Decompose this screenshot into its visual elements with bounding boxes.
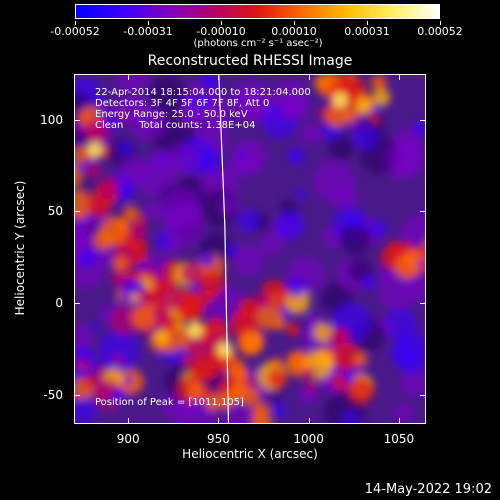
colorbar-tick [367, 21, 368, 25]
y-tick [74, 394, 80, 396]
x-tick [398, 418, 400, 424]
colorbar-tick-label: 0.00031 [344, 25, 390, 38]
colorbar-tick [294, 21, 295, 25]
y-axis-label: Heliocentric Y (arcsec) [13, 180, 27, 316]
y-tick-label: 50 [47, 204, 63, 219]
x-tick [308, 418, 310, 424]
y-tick [74, 303, 80, 305]
colorbar-tick-label: -0.00052 [50, 25, 100, 38]
y-tick-label: -50 [43, 387, 63, 402]
x-tick [128, 418, 130, 424]
y-tick [420, 303, 426, 305]
y-tick [74, 211, 80, 213]
x-tick [398, 74, 400, 80]
y-tick [420, 211, 426, 213]
colorbar-units: (photons cm⁻² s⁻¹ asec⁻²) [193, 38, 323, 49]
colorbar-tick [148, 21, 149, 25]
info-total-counts: Clean Total counts: 1.38E+04 [95, 120, 256, 131]
colorbar-tick [440, 21, 441, 25]
y-tick [420, 119, 426, 121]
y-tick [74, 119, 80, 121]
plot-title: Reconstructed RHESSI Image [147, 53, 353, 69]
colorbar-tick-label: 0.00052 [417, 25, 463, 38]
info-energy-range: Energy Range: 25.0 - 50.0 keV [95, 109, 248, 120]
colorbar-tick-label: 0.00010 [271, 25, 317, 38]
solar-limb-line [218, 75, 230, 423]
x-tick-label: 1050 [383, 432, 415, 446]
x-tick [218, 418, 220, 424]
colorbar-tick [221, 21, 222, 25]
y-tick-label: 100 [40, 112, 63, 127]
info-time-range: 22-Apr-2014 18:15:04.000 to 18:21:04.000 [95, 87, 311, 98]
x-tick-label: 1000 [293, 432, 324, 446]
x-tick-label: 950 [206, 432, 230, 446]
y-tick [420, 394, 426, 396]
x-tick [308, 74, 310, 80]
colorbar-tick-label: -0.00031 [123, 25, 173, 38]
peak-position-label: Position of Peak = [1011,105] [95, 397, 244, 408]
heatmap-svg [75, 75, 425, 423]
rhessi-image-plot [74, 74, 426, 424]
x-tick [218, 74, 220, 80]
colorbar-tick-label: -0.00010 [196, 25, 246, 38]
colorbar-tick [75, 21, 76, 25]
y-tick-label: 0 [55, 296, 63, 311]
colorbar [75, 4, 440, 19]
x-tick [128, 74, 130, 80]
timestamp: 14-May-2022 19:02 [364, 482, 492, 497]
x-axis-label: Heliocentric X (arcsec) [182, 447, 318, 461]
info-detectors: Detectors: 3F 4F 5F 6F 7F 8F, Att 0 [95, 98, 270, 109]
x-tick-label: 900 [116, 432, 140, 446]
